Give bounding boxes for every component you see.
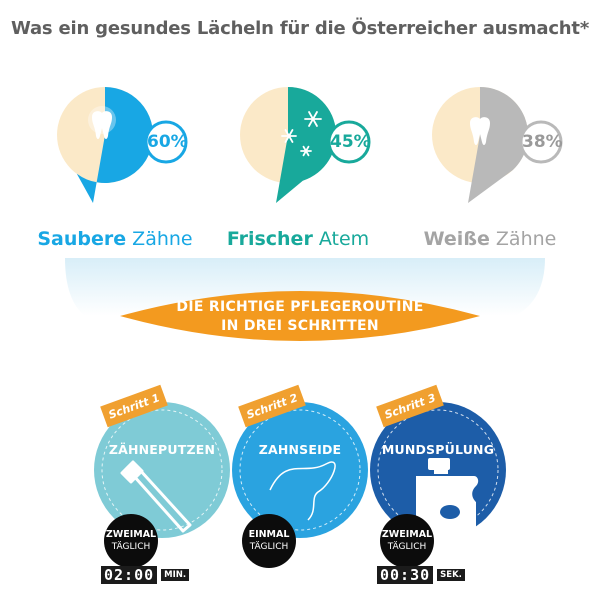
step-title: ZAHNSEIDE	[258, 442, 342, 457]
metric-weisse-zaehne: 38%	[405, 80, 585, 260]
toothbrush-icon	[120, 460, 192, 533]
percent-bubble	[144, 120, 188, 164]
step-circle	[94, 402, 230, 538]
step-1: Schritt 1 ZÄHNEPUTZEN ZWEIMAL TÄGLICH 02…	[92, 380, 232, 600]
timer-unit: MIN.	[161, 569, 190, 581]
percent-bubble	[327, 120, 371, 164]
timer: 02:00 MIN.	[101, 566, 190, 584]
pie-slice-value	[276, 86, 337, 203]
metric-label-saubere-zaehne: Saubere Zähne	[37, 228, 193, 250]
step-3: Schritt 3 MUNDSPÜLUNG ZWEIMAL TÄGLICH 00…	[368, 380, 508, 600]
timer-unit: SEK.	[437, 569, 465, 581]
timer: 00:30 SEK.	[377, 566, 465, 584]
page-title: Was ein gesundes Lächeln für die Österre…	[10, 18, 590, 39]
floss-icon	[269, 461, 336, 521]
tooth-icon	[88, 106, 116, 139]
step-2: Schritt 2 ZAHNSEIDE EINMAL TÄGLICH	[230, 380, 370, 600]
tooth-icon	[470, 117, 490, 145]
routine-banner-text: DIE RICHTIGE PFLEGEROUTINE IN DREI SCHRI…	[150, 298, 450, 336]
frequency-badge: ZWEIMAL TÄGLICH	[104, 514, 158, 568]
routine-banner	[65, 258, 545, 341]
snowflake-icon	[281, 111, 322, 157]
metric-label-frischer-atem: Frischer Atem	[226, 228, 370, 250]
percent-label: 45%	[330, 132, 371, 152]
metric-saubere-zaehne: 60%	[30, 80, 210, 260]
metric-label-weisse-zaehne: Weiße Zähne	[423, 228, 557, 250]
metric-frischer-atem: 45%	[213, 80, 393, 260]
percent-bubble	[519, 120, 563, 164]
step-circle	[232, 402, 368, 538]
banner-line-1: DIE RICHTIGE PFLEGEROUTINE	[176, 299, 424, 315]
pie-slice-value	[76, 86, 154, 203]
banner-line-2: IN DREI SCHRITTEN	[221, 318, 379, 334]
percent-label: 38%	[522, 132, 563, 152]
frequency-badge: EINMAL TÄGLICH	[242, 514, 296, 568]
step-title: ZÄHNEPUTZEN	[108, 442, 216, 457]
timer-digits: 00:30	[377, 566, 434, 584]
step-title: MUNDSPÜLUNG	[381, 442, 495, 457]
percent-label: 60%	[147, 132, 188, 152]
frequency-badge: ZWEIMAL TÄGLICH	[380, 514, 434, 568]
pie-slice-value	[468, 86, 529, 203]
timer-digits: 02:00	[101, 566, 158, 584]
mouthwash-bottle-icon	[416, 458, 479, 538]
